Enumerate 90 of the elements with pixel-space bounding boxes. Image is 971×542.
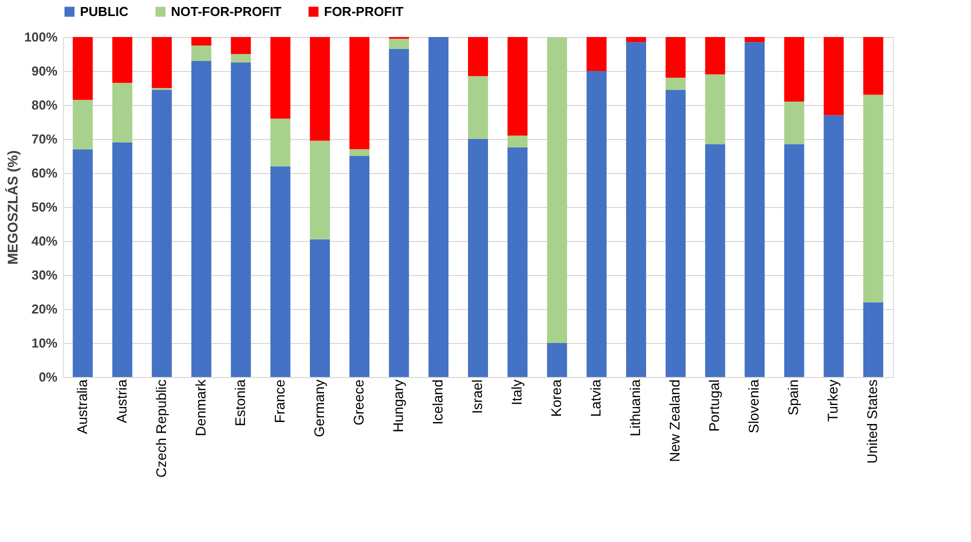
bar	[310, 239, 330, 377]
y-tick-label: 70%	[31, 132, 58, 146]
x-tick-label: Turkey	[824, 380, 841, 422]
x-tick-label: France	[271, 379, 288, 424]
bar	[191, 37, 212, 46]
x-tick-label: Slovenia	[746, 379, 762, 434]
bar	[310, 37, 330, 141]
x-tick-label: Greece	[350, 379, 366, 426]
bar	[72, 149, 93, 377]
bar	[270, 37, 290, 119]
bar	[230, 62, 251, 377]
bar	[112, 82, 132, 142]
bar	[191, 60, 212, 377]
bar	[428, 37, 448, 377]
x-tick-label: Portugal	[706, 380, 722, 432]
bar	[270, 118, 290, 166]
y-tick-label: 60%	[31, 166, 58, 180]
y-tick-label: 80%	[31, 98, 58, 112]
bar	[112, 142, 132, 377]
bar	[784, 144, 804, 377]
bar	[468, 139, 488, 377]
bar	[508, 148, 528, 377]
bar	[191, 46, 212, 61]
x-tick-label: Australia	[74, 379, 90, 434]
bar	[112, 37, 132, 83]
y-tick-label: 90%	[31, 64, 58, 78]
bar	[705, 37, 726, 74]
bar	[547, 37, 568, 343]
bar	[586, 37, 607, 71]
bar	[349, 37, 370, 150]
bar	[230, 37, 251, 54]
bar	[349, 156, 370, 377]
bar	[666, 90, 686, 377]
x-tick-label: New Zealand	[666, 380, 683, 462]
x-tick-label: Iceland	[429, 380, 446, 425]
x-tick-label: Denmark	[192, 378, 208, 436]
x-tick-label: Israel	[469, 380, 485, 414]
bar	[230, 54, 251, 62]
bar	[863, 302, 884, 377]
bar	[863, 94, 884, 302]
bar	[310, 140, 330, 240]
bar	[468, 76, 488, 139]
y-tick-label: 100%	[24, 30, 58, 44]
bar	[152, 37, 172, 88]
y-axis-title: MEGOSZLÁS (%)	[4, 150, 20, 265]
bar	[666, 78, 686, 90]
legend-label: PUBLIC	[80, 4, 129, 19]
x-tick-label: Estonia	[232, 379, 248, 426]
x-tick-label: Germany	[310, 380, 327, 438]
bar	[705, 74, 726, 144]
bar	[508, 136, 528, 148]
x-tick-label: Czech Republic	[152, 380, 169, 478]
bar	[72, 100, 93, 150]
x-tick-label: Korea	[548, 379, 564, 417]
bar	[586, 71, 607, 377]
bar	[547, 343, 568, 377]
bar	[863, 37, 884, 95]
bar	[468, 37, 488, 76]
bar	[666, 37, 686, 78]
x-tick-label: United States	[864, 380, 880, 464]
bar	[784, 102, 804, 144]
y-tick-label: 40%	[31, 234, 58, 248]
bar	[744, 42, 765, 377]
legend-label: NOT-FOR-PROFIT	[171, 4, 282, 19]
bar	[152, 90, 172, 377]
bar	[626, 42, 646, 377]
bar	[72, 37, 93, 100]
bar	[626, 37, 646, 42]
bar	[388, 48, 409, 377]
bar	[784, 37, 804, 102]
bar	[824, 115, 844, 377]
x-tick-label: Hungary	[390, 380, 406, 432]
bar	[508, 37, 528, 136]
bar	[388, 38, 409, 49]
y-tick-label: 50%	[31, 200, 58, 214]
bar	[705, 144, 726, 377]
x-tick-label: Austria	[113, 379, 130, 424]
x-tick-label: Lithuania	[627, 379, 644, 436]
y-tick-label: 30%	[31, 268, 58, 282]
x-tick-label: Latvia	[588, 379, 604, 417]
bar	[744, 37, 765, 42]
x-tick-label: Spain	[785, 380, 802, 416]
x-tick-label: Italy	[508, 380, 525, 406]
bar	[270, 166, 290, 377]
legend-label: FOR-PROFIT	[324, 4, 404, 19]
bar	[349, 149, 370, 156]
bar	[824, 37, 844, 116]
y-tick-label: 0%	[38, 370, 58, 384]
y-tick-label: 10%	[31, 336, 58, 350]
y-tick-label: 20%	[31, 302, 58, 316]
